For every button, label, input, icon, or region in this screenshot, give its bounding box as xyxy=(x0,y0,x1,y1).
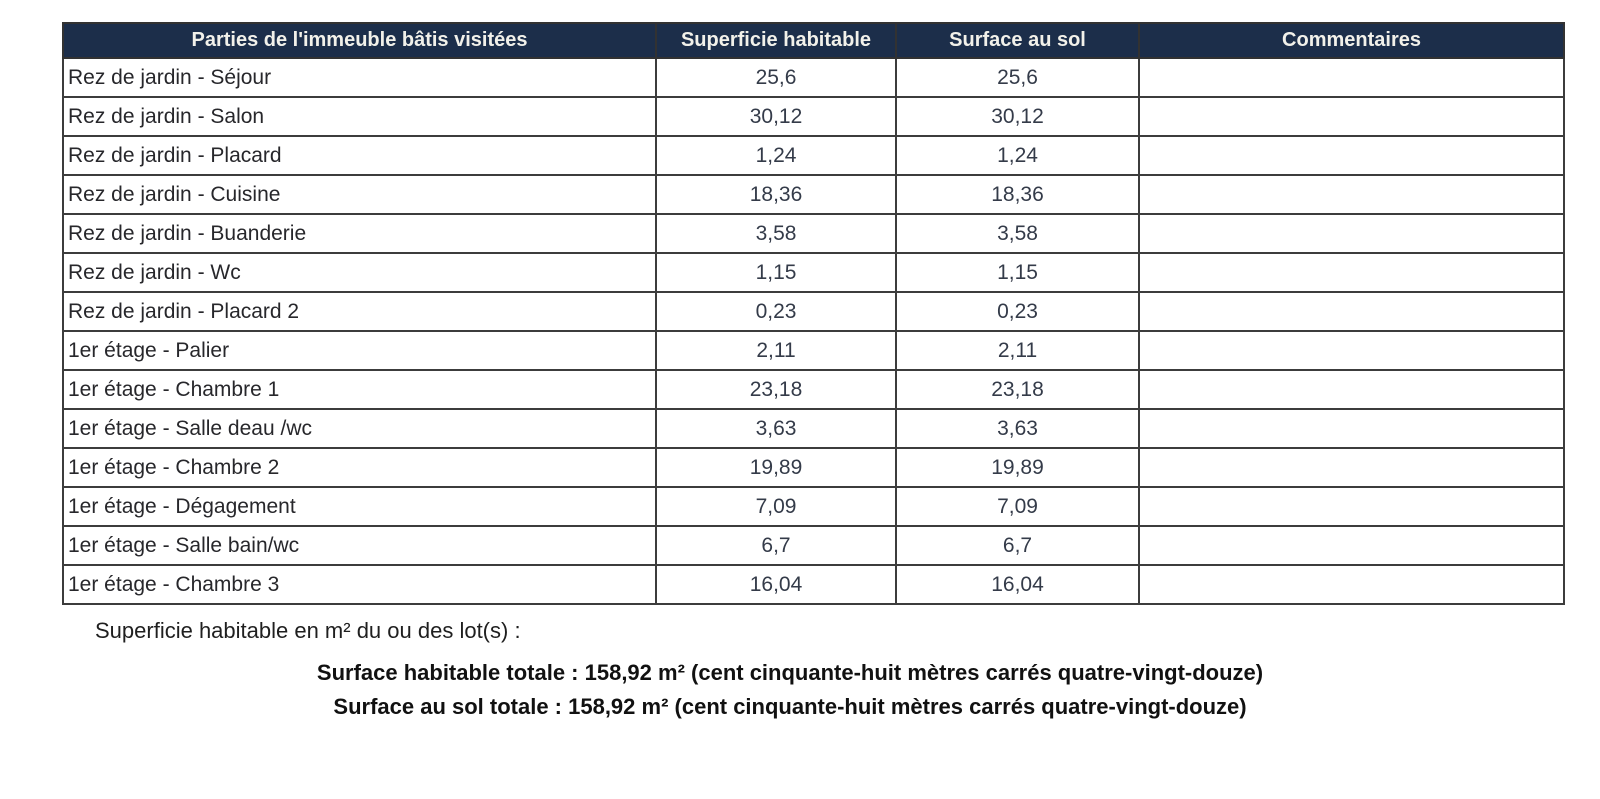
table-row: Rez de jardin - Placard 2 0,23 0,23 xyxy=(62,291,1565,332)
table-row: Rez de jardin - Placard 1,24 1,24 xyxy=(62,135,1565,176)
superficie-habitable-cell: 25,6 xyxy=(655,57,897,98)
surface-au-sol-cell: 25,6 xyxy=(895,57,1140,98)
table-row: Rez de jardin - Wc 1,15 1,15 xyxy=(62,252,1565,293)
total-surface-habitable: Surface habitable totale : 158,92 m² (ce… xyxy=(316,660,1264,685)
table-header: Parties de l'immeuble bâtis visitées Sup… xyxy=(62,22,1565,59)
surface-table: Parties de l'immeuble bâtis visitées Sup… xyxy=(62,22,1565,605)
comment-cell xyxy=(1138,369,1565,410)
table-row: 1er étage - Chambre 2 19,89 19,89 xyxy=(62,447,1565,488)
column-header-parties: Parties de l'immeuble bâtis visitées xyxy=(62,22,657,59)
header-row: Parties de l'immeuble bâtis visitées Sup… xyxy=(62,22,1565,59)
comment-cell xyxy=(1138,447,1565,488)
part-cell: 1er étage - Palier xyxy=(62,330,657,371)
table-row: 1er étage - Salle deau /wc 3,63 3,63 xyxy=(62,408,1565,449)
superficie-habitable-cell: 1,24 xyxy=(655,135,897,176)
surface-au-sol-cell: 3,63 xyxy=(895,408,1140,449)
table-row: 1er étage - Chambre 3 16,04 16,04 xyxy=(62,564,1565,605)
column-header-superficie-habitable: Superficie habitable xyxy=(655,22,897,59)
superficie-habitable-cell: 18,36 xyxy=(655,174,897,215)
surface-au-sol-cell: 1,15 xyxy=(895,252,1140,293)
part-cell: Rez de jardin - Placard xyxy=(62,135,657,176)
superficie-habitable-cell: 23,18 xyxy=(655,369,897,410)
column-header-surface-au-sol: Surface au sol xyxy=(895,22,1140,59)
table-row: 1er étage - Chambre 1 23,18 23,18 xyxy=(62,369,1565,410)
part-cell: 1er étage - Chambre 2 xyxy=(62,447,657,488)
totals-block: Surface habitable totale : 158,92 m² (ce… xyxy=(62,656,1518,724)
surface-au-sol-cell: 19,89 xyxy=(895,447,1140,488)
table-row: 1er étage - Palier 2,11 2,11 xyxy=(62,330,1565,371)
surface-au-sol-cell: 7,09 xyxy=(895,486,1140,527)
comment-cell xyxy=(1138,57,1565,98)
comment-cell xyxy=(1138,330,1565,371)
comment-cell xyxy=(1138,135,1565,176)
part-cell: 1er étage - Chambre 1 xyxy=(62,369,657,410)
part-cell: 1er étage - Chambre 3 xyxy=(62,564,657,605)
part-cell: Rez de jardin - Buanderie xyxy=(62,213,657,254)
table-body: Rez de jardin - Séjour 25,6 25,6 Rez de … xyxy=(62,57,1565,605)
surface-au-sol-cell: 23,18 xyxy=(895,369,1140,410)
superficie-habitable-cell: 19,89 xyxy=(655,447,897,488)
comment-cell xyxy=(1138,486,1565,527)
comment-cell xyxy=(1138,291,1565,332)
part-cell: Rez de jardin - Salon xyxy=(62,96,657,137)
comment-cell xyxy=(1138,525,1565,566)
part-cell: Rez de jardin - Placard 2 xyxy=(62,291,657,332)
superficie-habitable-cell: 16,04 xyxy=(655,564,897,605)
superficie-habitable-cell: 3,63 xyxy=(655,408,897,449)
surface-au-sol-cell: 30,12 xyxy=(895,96,1140,137)
surface-au-sol-cell: 18,36 xyxy=(895,174,1140,215)
part-cell: 1er étage - Salle bain/wc xyxy=(62,525,657,566)
part-cell: Rez de jardin - Séjour xyxy=(62,57,657,98)
superficie-habitable-cell: 7,09 xyxy=(655,486,897,527)
superficie-habitable-cell: 2,11 xyxy=(655,330,897,371)
comment-cell xyxy=(1138,408,1565,449)
column-header-commentaires: Commentaires xyxy=(1138,22,1565,59)
total-surface-au-sol: Surface au sol totale : 158,92 m² (cent … xyxy=(333,694,1247,719)
superficie-habitable-cell: 0,23 xyxy=(655,291,897,332)
comment-cell xyxy=(1138,564,1565,605)
surface-au-sol-cell: 2,11 xyxy=(895,330,1140,371)
surface-au-sol-cell: 0,23 xyxy=(895,291,1140,332)
table-row: 1er étage - Dégagement 7,09 7,09 xyxy=(62,486,1565,527)
table-row: Rez de jardin - Séjour 25,6 25,6 xyxy=(62,57,1565,98)
surface-au-sol-cell: 1,24 xyxy=(895,135,1140,176)
superficie-habitable-cell: 6,7 xyxy=(655,525,897,566)
superficie-intro-note: Superficie habitable en m² du ou des lot… xyxy=(95,618,521,643)
surface-au-sol-cell: 6,7 xyxy=(895,525,1140,566)
surface-au-sol-cell: 3,58 xyxy=(895,213,1140,254)
part-cell: 1er étage - Dégagement xyxy=(62,486,657,527)
comment-cell xyxy=(1138,213,1565,254)
superficie-habitable-cell: 30,12 xyxy=(655,96,897,137)
superficie-habitable-cell: 3,58 xyxy=(655,213,897,254)
superficie-habitable-cell: 1,15 xyxy=(655,252,897,293)
comment-cell xyxy=(1138,96,1565,137)
table-row: 1er étage - Salle bain/wc 6,7 6,7 xyxy=(62,525,1565,566)
table-row: Rez de jardin - Buanderie 3,58 3,58 xyxy=(62,213,1565,254)
surface-au-sol-cell: 16,04 xyxy=(895,564,1140,605)
table-row: Rez de jardin - Cuisine 18,36 18,36 xyxy=(62,174,1565,215)
comment-cell xyxy=(1138,174,1565,215)
part-cell: Rez de jardin - Wc xyxy=(62,252,657,293)
comment-cell xyxy=(1138,252,1565,293)
part-cell: 1er étage - Salle deau /wc xyxy=(62,408,657,449)
table-row: Rez de jardin - Salon 30,12 30,12 xyxy=(62,96,1565,137)
part-cell: Rez de jardin - Cuisine xyxy=(62,174,657,215)
